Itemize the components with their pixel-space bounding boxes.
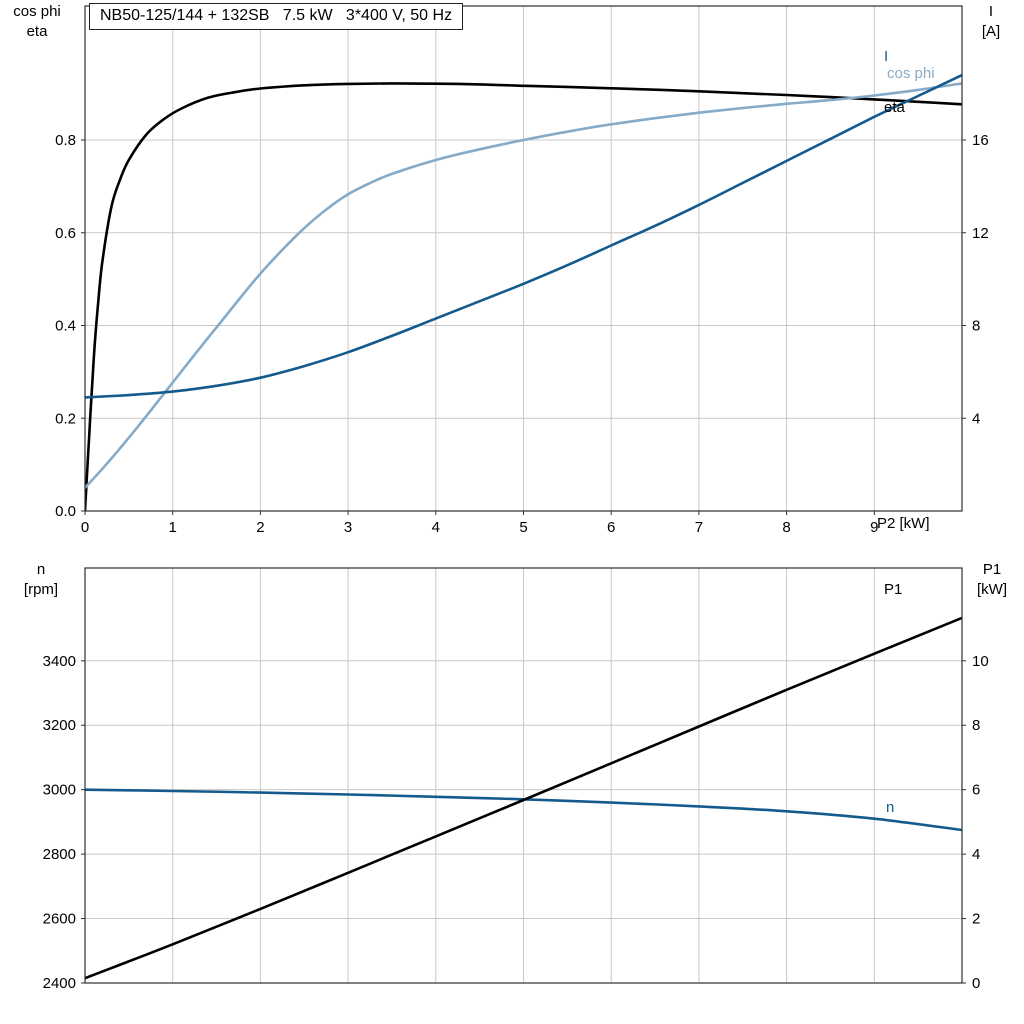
tick-label: 3	[344, 519, 352, 536]
tick-label: 0.2	[55, 410, 76, 427]
tick-label: 0.4	[55, 318, 76, 335]
top-right-axis-label-line1: I	[988, 3, 994, 20]
top-left-axis-label-line1: cos phi	[13, 3, 61, 20]
tick-label: 16	[972, 132, 989, 149]
tick-label: 9	[870, 519, 878, 536]
bottom-left-axis-label-line1: n	[36, 561, 46, 578]
tick-label: 3200	[43, 717, 76, 734]
tick-label: 12	[972, 225, 989, 242]
curve-cos-phi	[85, 82, 962, 490]
tick-label: 8	[782, 519, 790, 536]
tick-label: 0.8	[55, 132, 76, 149]
bottom-right-axis-label-line2: [kW]	[977, 581, 1007, 598]
plot-frame	[84, 567, 963, 984]
tick-label: 8	[972, 717, 980, 734]
curve-I	[85, 73, 962, 399]
curve-label-cos-phi: cos phi	[887, 65, 935, 82]
tick-label: 0.6	[55, 225, 76, 242]
curve-label-P1: P1	[884, 581, 903, 598]
tick-label: 6	[607, 519, 615, 536]
tick-label: 5	[519, 519, 527, 536]
tick-label: 0	[81, 519, 89, 536]
curve-P1	[85, 616, 962, 980]
tick-label: 2800	[43, 846, 76, 863]
chart-title-box: NB50-125/144 + 132SB 7.5 kW 3*400 V, 50 …	[89, 3, 464, 30]
curve-eta	[85, 82, 962, 511]
tick-label: 8	[972, 318, 980, 335]
curve-label-I: I	[884, 48, 889, 65]
tick-label: 2	[256, 519, 264, 536]
bottom-left-axis-label-line2: [rpm]	[23, 581, 59, 598]
tick-label: 2600	[43, 911, 76, 928]
chart-1: 2400 2600 2800 3000 3200 3400 0 2 4 6 8 10	[43, 567, 989, 992]
tick-label: 4	[972, 410, 980, 427]
curve-label-eta: eta	[884, 99, 905, 116]
top-left-axis-label-line2: eta	[26, 23, 48, 40]
tick-label: 6	[972, 782, 980, 799]
tick-label: 0	[972, 975, 980, 992]
x-axis-label-p2: P2 [kW]	[877, 515, 930, 532]
tick-label: 3400	[43, 653, 76, 670]
tick-label: 7	[695, 519, 703, 536]
tick-label: 1	[169, 519, 177, 536]
tick-label: 3000	[43, 782, 76, 799]
tick-label: 2400	[43, 975, 76, 992]
tick-label: 2	[972, 911, 980, 928]
tick-label: 10	[972, 653, 989, 670]
top-right-axis-label-line2: [A]	[981, 23, 1001, 40]
bottom-right-axis-label-line1: P1	[982, 561, 1002, 578]
tick-label: 0.0	[55, 503, 76, 520]
tick-label: 4	[432, 519, 440, 536]
curve-label-n: n	[886, 799, 895, 816]
tick-label: 4	[972, 846, 980, 863]
